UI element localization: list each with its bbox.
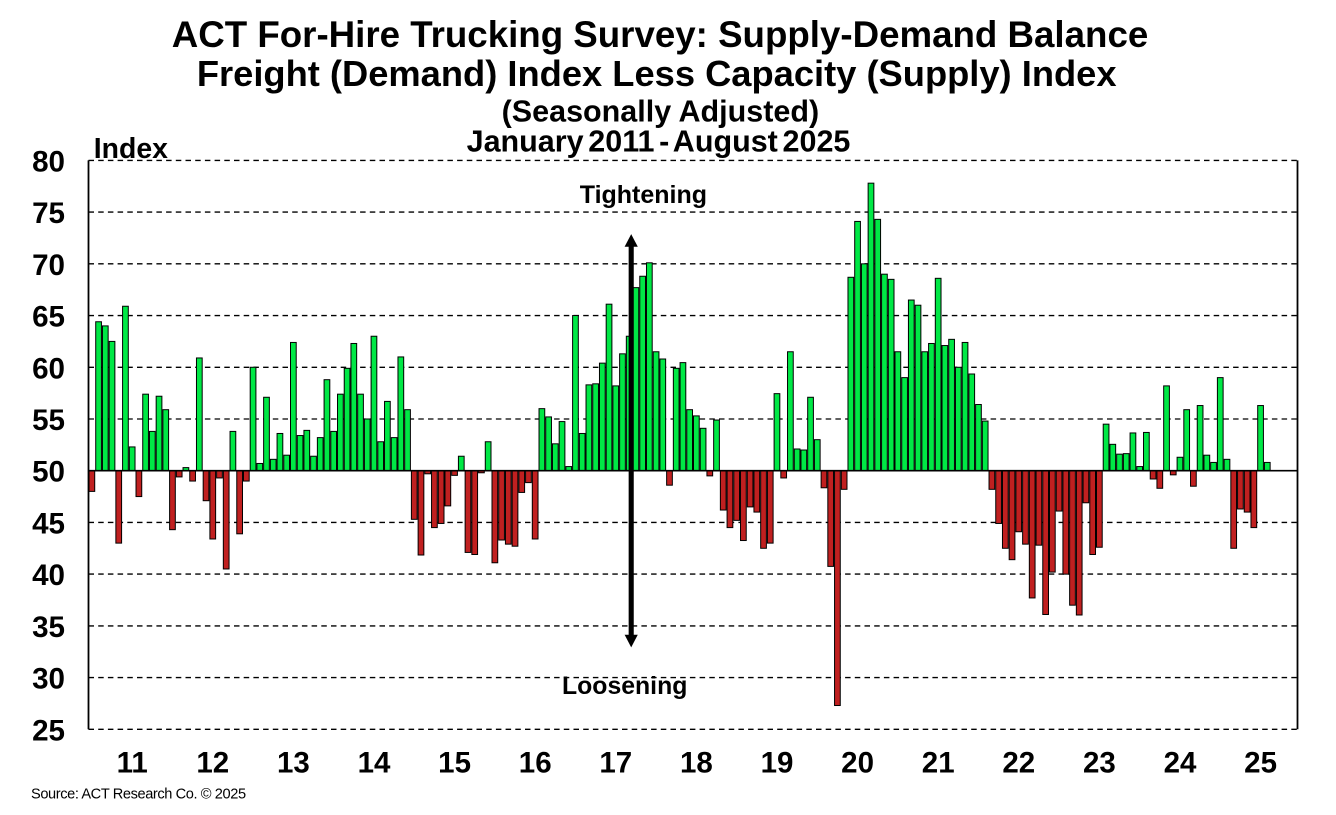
svg-text:80: 80 <box>32 145 65 178</box>
svg-text:18: 18 <box>680 747 713 780</box>
svg-text:11: 11 <box>117 747 148 780</box>
svg-text:22: 22 <box>1002 747 1035 780</box>
svg-text:35: 35 <box>32 611 65 644</box>
svg-text:13: 13 <box>277 747 310 780</box>
svg-text:25: 25 <box>1244 747 1277 780</box>
svg-text:75: 75 <box>32 197 65 230</box>
svg-text:25: 25 <box>32 714 65 747</box>
svg-text:19: 19 <box>761 747 794 780</box>
svg-text:January 2011 - August 2025: January 2011 - August 2025 <box>467 125 851 159</box>
svg-text:Index: Index <box>94 133 168 165</box>
svg-text:60: 60 <box>32 352 65 385</box>
svg-text:Freight (Demand) Index Less Ca: Freight (Demand) Index Less Capacity (Su… <box>197 53 1117 94</box>
svg-text:21: 21 <box>922 747 955 780</box>
svg-text:15: 15 <box>438 747 471 780</box>
svg-text:(Seasonally Adjusted): (Seasonally Adjusted) <box>502 95 820 129</box>
svg-text:70: 70 <box>32 249 65 282</box>
svg-text:50: 50 <box>32 456 65 489</box>
svg-text:Tightening: Tightening <box>580 181 707 209</box>
svg-text:30: 30 <box>32 663 65 696</box>
svg-text:24: 24 <box>1164 747 1197 780</box>
svg-text:Source: ACT Research Co. © 202: Source: ACT Research Co. © 2025 <box>31 787 246 803</box>
svg-text:20: 20 <box>841 747 874 780</box>
svg-text:14: 14 <box>358 747 391 780</box>
svg-text:Loosening: Loosening <box>562 673 687 700</box>
svg-text:65: 65 <box>32 301 65 334</box>
svg-text:40: 40 <box>32 559 65 592</box>
svg-text:17: 17 <box>599 747 632 780</box>
svg-text:55: 55 <box>32 404 65 437</box>
svg-text:ACT For-Hire Trucking Survey:: ACT For-Hire Trucking Survey: Supply-Dem… <box>172 14 1149 55</box>
svg-text:45: 45 <box>32 507 65 540</box>
svg-text:12: 12 <box>196 747 229 780</box>
svg-text:16: 16 <box>519 747 552 780</box>
svg-text:23: 23 <box>1083 747 1116 780</box>
